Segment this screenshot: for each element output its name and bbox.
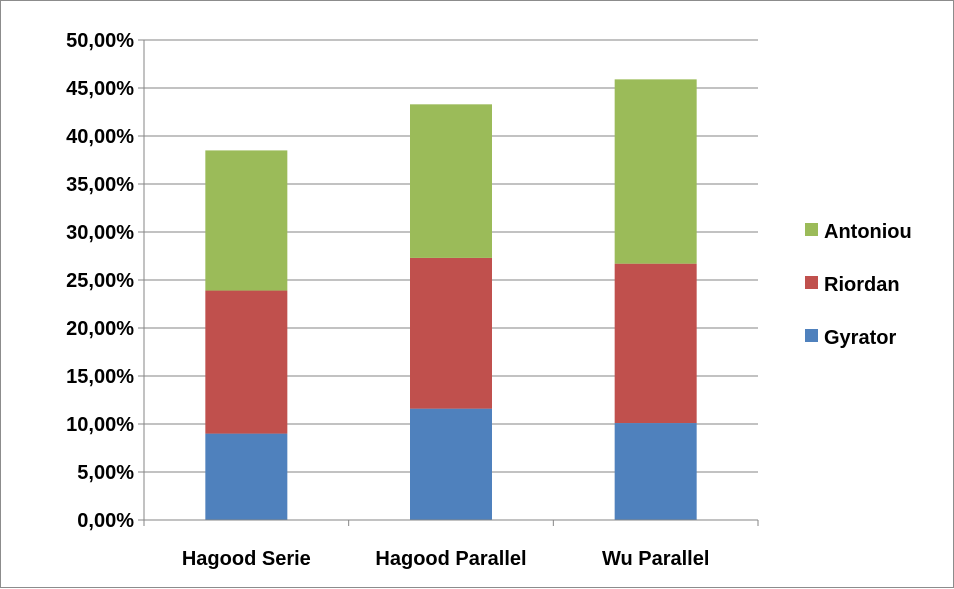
y-tick-label: 25,00% <box>66 270 134 292</box>
y-tick-label: 10,00% <box>66 414 134 436</box>
legend-swatch-gyrator <box>805 329 818 342</box>
y-tick-label: 45,00% <box>66 78 134 100</box>
y-tick-label: 15,00% <box>66 366 134 388</box>
bar-riordan-wu-parallel <box>614 263 697 424</box>
x-category-label: Hagood Serie <box>182 548 311 570</box>
legend-label-gyrator: Gyrator <box>824 327 896 349</box>
bar-antoniou-hagood-serie <box>205 150 288 291</box>
y-tick-label: 50,00% <box>66 30 134 52</box>
bar-riordan-hagood-parallel <box>410 257 492 409</box>
legend-label-antoniou: Antoniou <box>824 221 912 243</box>
y-tick-label: 20,00% <box>66 318 134 340</box>
bar-riordan-hagood-serie <box>205 290 288 434</box>
legend-swatch-antoniou <box>805 223 818 236</box>
x-category-label: Wu Parallel <box>602 548 709 570</box>
y-tick-label: 35,00% <box>66 174 134 196</box>
y-tick-label: 5,00% <box>77 462 134 484</box>
bar-antoniou-wu-parallel <box>614 79 697 264</box>
legend-swatch-riordan <box>805 276 818 289</box>
x-category-label: Hagood Parallel <box>375 548 526 570</box>
bar-gyrator-hagood-serie <box>205 433 288 520</box>
y-tick-label: 30,00% <box>66 222 134 244</box>
bar-gyrator-wu-parallel <box>614 423 697 520</box>
bar-gyrator-hagood-parallel <box>410 408 492 520</box>
y-tick-label: 40,00% <box>66 126 134 148</box>
bar-antoniou-hagood-parallel <box>410 104 492 258</box>
legend-label-riordan: Riordan <box>824 274 900 296</box>
y-tick-label: 0,00% <box>77 510 134 532</box>
